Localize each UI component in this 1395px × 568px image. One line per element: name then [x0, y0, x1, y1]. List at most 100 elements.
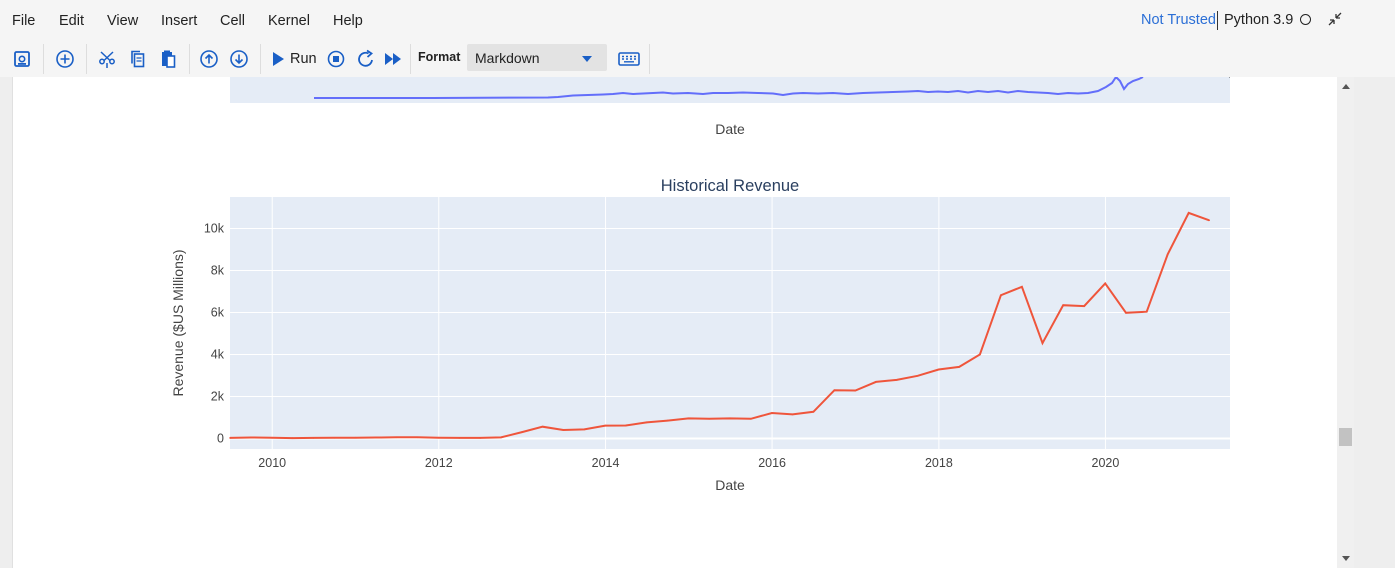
move-up-icon[interactable] — [197, 47, 221, 71]
revenue-data-point — [750, 418, 752, 420]
revenue-data-point — [916, 375, 919, 377]
scroll-up-arrow-icon[interactable] — [1342, 84, 1350, 89]
revenue-data-point — [937, 368, 940, 371]
y-tick-label: 0 — [217, 432, 224, 446]
x-tick-labels: 2010 2012 2014 2016 2018 2020 — [258, 456, 1119, 470]
revenue-data-point — [375, 436, 377, 439]
restart-icon[interactable] — [354, 47, 378, 71]
menu-cell[interactable]: Cell — [220, 13, 245, 29]
revenue-data-point — [645, 421, 648, 424]
toolbar: Run Format Markdown — [0, 41, 1395, 77]
save-icon[interactable] — [10, 47, 34, 71]
revenue-data-point — [395, 436, 398, 439]
revenue-data-point — [1041, 342, 1044, 344]
revenue-data-point — [666, 419, 669, 422]
menu-help[interactable]: Help — [333, 13, 363, 29]
revenue-data-point — [875, 381, 877, 383]
revenue-data-point — [708, 418, 710, 420]
vertical-scrollbar[interactable] — [1337, 77, 1354, 568]
revenue-chart: Historical Revenue 0 2k 4k 6k 8k 10k 2010 2012… — [170, 177, 1230, 493]
menu-bar: File Edit View Insert Cell Kernel Help N… — [0, 0, 1395, 41]
right-gutter — [1354, 77, 1395, 568]
paste-icon[interactable] — [156, 47, 180, 71]
revenue-data-point — [979, 353, 981, 356]
toolbar-separator — [43, 44, 44, 74]
revenue-data-points — [229, 212, 1210, 439]
revenue-data-point — [312, 437, 315, 439]
menu-file[interactable]: File — [12, 13, 36, 29]
kernel-name: Python 3.9 — [1224, 12, 1294, 28]
menu-edit[interactable]: Edit — [59, 13, 84, 29]
revenue-data-point — [1145, 310, 1148, 313]
keyboard-icon[interactable] — [616, 47, 642, 71]
chart-title: Historical Revenue — [661, 177, 799, 195]
kernel-status-icon — [1300, 14, 1311, 25]
revenue-data-point — [604, 424, 607, 427]
y-tick-labels: 0 2k 4k 6k 8k 10k — [204, 222, 225, 446]
menu-kernel[interactable]: Kernel — [268, 13, 310, 29]
x-tick-label: 2016 — [758, 456, 786, 470]
kernel-separator — [1217, 11, 1218, 30]
revenue-data-point — [1062, 304, 1064, 306]
stop-icon[interactable] — [324, 47, 348, 71]
cell-format-value: Markdown — [475, 50, 540, 66]
y-axis-label: Revenue ($US Millions) — [170, 249, 186, 396]
collapse-header-icon[interactable] — [1326, 10, 1344, 28]
run-icon[interactable] — [266, 47, 290, 71]
x-axis-label: Date — [715, 477, 745, 493]
cut-icon[interactable] — [95, 47, 119, 71]
output-charts: Date Historical Revenue 0 2k 4k 6k 8k 10k 201… — [170, 77, 1230, 493]
fast-forward-icon[interactable] — [381, 47, 405, 71]
revenue-data-point — [562, 429, 565, 431]
move-down-icon[interactable] — [227, 47, 251, 71]
revenue-data-point — [729, 417, 731, 420]
revenue-data-point — [416, 436, 419, 439]
copy-icon[interactable] — [126, 47, 150, 71]
revenue-data-point — [771, 412, 773, 414]
scroll-down-arrow-icon[interactable] — [1342, 556, 1350, 561]
revenue-data-point — [271, 437, 273, 439]
y-tick-label: 4k — [211, 348, 225, 362]
revenue-data-point — [500, 436, 502, 439]
revenue-data-point — [958, 366, 960, 368]
x-tick-label: 2018 — [925, 456, 953, 470]
revenue-series-line — [229, 211, 1210, 440]
x-tick-label: 2012 — [425, 456, 453, 470]
upper-x-axis-label: Date — [715, 121, 745, 137]
revenue-data-point — [479, 437, 481, 439]
upper-price-line — [314, 77, 1144, 99]
revenue-data-point — [791, 413, 794, 416]
scroll-thumb[interactable] — [1339, 428, 1352, 446]
chevron-down-icon — [582, 56, 592, 62]
x-tick-label: 2014 — [592, 456, 620, 470]
revenue-data-point — [354, 436, 357, 439]
toolbar-separator — [86, 44, 87, 74]
revenue-data-point — [291, 437, 294, 439]
cell-format-select[interactable]: Markdown — [467, 44, 607, 71]
menu-view[interactable]: View — [107, 13, 139, 29]
revenue-data-point — [250, 436, 252, 439]
revenue-plot-background — [230, 197, 1230, 449]
revenue-data-point — [1104, 282, 1106, 285]
notebook-panel: Date Historical Revenue 0 2k 4k 6k 8k 10k 201… — [12, 77, 1338, 568]
trust-status[interactable]: Not Trusted — [1141, 12, 1216, 28]
revenue-data-point — [583, 428, 586, 431]
x-tick-label: 2010 — [258, 456, 286, 470]
add-cell-icon[interactable] — [53, 47, 77, 71]
revenue-data-point — [541, 425, 544, 428]
gridlines — [230, 197, 1230, 449]
revenue-data-point — [854, 389, 857, 392]
y-tick-label: 8k — [211, 264, 225, 278]
revenue-data-point — [1208, 219, 1210, 222]
menu-insert[interactable]: Insert — [161, 13, 198, 29]
revenue-data-point — [458, 437, 461, 439]
revenue-data-point — [1000, 294, 1002, 296]
revenue-data-point — [687, 417, 690, 420]
y-tick-label: 6k — [211, 306, 225, 320]
revenue-data-point — [1125, 312, 1127, 314]
toolbar-separator — [260, 44, 261, 74]
y-tick-label: 2k — [211, 390, 225, 404]
revenue-data-point — [333, 437, 336, 439]
revenue-data-point — [895, 379, 898, 381]
run-button-label[interactable]: Run — [290, 51, 317, 67]
